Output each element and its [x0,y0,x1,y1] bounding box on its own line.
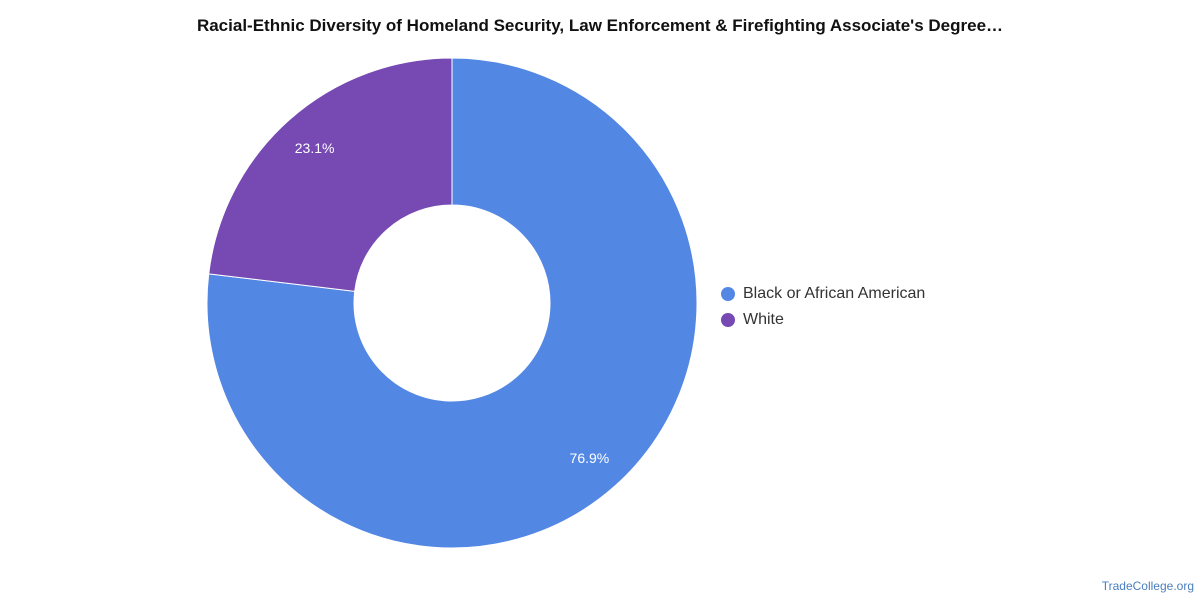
legend: Black or African American White [721,281,925,333]
slice-value-label: 23.1% [295,140,335,156]
slice-value-label: 76.9% [570,450,610,466]
chart-title: Racial-Ethnic Diversity of Homeland Secu… [196,16,1004,35]
legend-item-white[interactable]: White [721,307,925,333]
legend-swatch-white [721,313,735,327]
legend-swatch-black-or-african-american [721,287,735,301]
slice-white[interactable] [208,57,453,292]
legend-item-black-or-african-american[interactable]: Black or African American [721,281,925,307]
slice-black-or-african-american[interactable] [206,57,698,549]
legend-label: White [743,311,784,328]
source-credit[interactable]: TradeCollege.org [1101,579,1194,593]
legend-label: Black or African American [743,285,926,302]
